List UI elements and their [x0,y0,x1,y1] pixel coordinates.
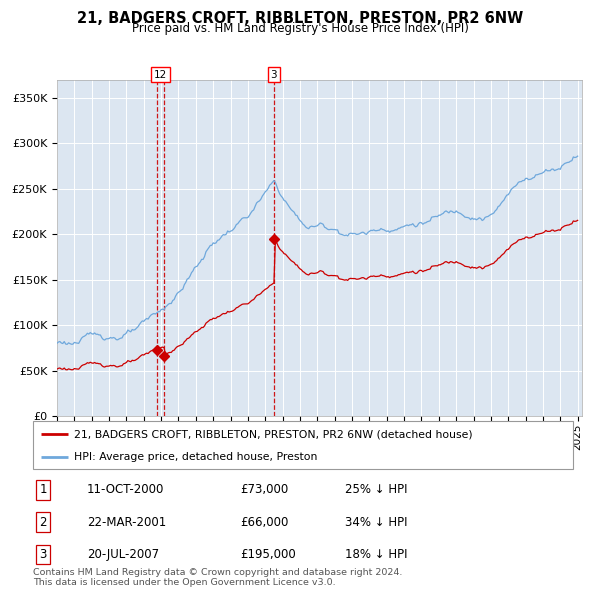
Text: Price paid vs. HM Land Registry's House Price Index (HPI): Price paid vs. HM Land Registry's House … [131,22,469,35]
Text: £195,000: £195,000 [240,548,296,561]
Text: 25% ↓ HPI: 25% ↓ HPI [345,483,407,496]
FancyBboxPatch shape [33,421,573,469]
Text: 20-JUL-2007: 20-JUL-2007 [87,548,159,561]
Text: 3: 3 [271,70,277,80]
Text: 2: 2 [40,516,47,529]
Text: 3: 3 [40,548,47,561]
Text: 21, BADGERS CROFT, RIBBLETON, PRESTON, PR2 6NW: 21, BADGERS CROFT, RIBBLETON, PRESTON, P… [77,11,523,25]
Text: 34% ↓ HPI: 34% ↓ HPI [345,516,407,529]
Text: 1: 1 [40,483,47,496]
Text: £66,000: £66,000 [240,516,289,529]
Text: £73,000: £73,000 [240,483,288,496]
Text: 22-MAR-2001: 22-MAR-2001 [87,516,166,529]
Text: Contains HM Land Registry data © Crown copyright and database right 2024.: Contains HM Land Registry data © Crown c… [33,568,403,577]
Text: 12: 12 [154,70,167,80]
Text: HPI: Average price, detached house, Preston: HPI: Average price, detached house, Pres… [74,452,317,462]
Text: 18% ↓ HPI: 18% ↓ HPI [345,548,407,561]
Text: 21, BADGERS CROFT, RIBBLETON, PRESTON, PR2 6NW (detached house): 21, BADGERS CROFT, RIBBLETON, PRESTON, P… [74,429,472,439]
Text: 11-OCT-2000: 11-OCT-2000 [87,483,164,496]
Text: This data is licensed under the Open Government Licence v3.0.: This data is licensed under the Open Gov… [33,578,335,587]
